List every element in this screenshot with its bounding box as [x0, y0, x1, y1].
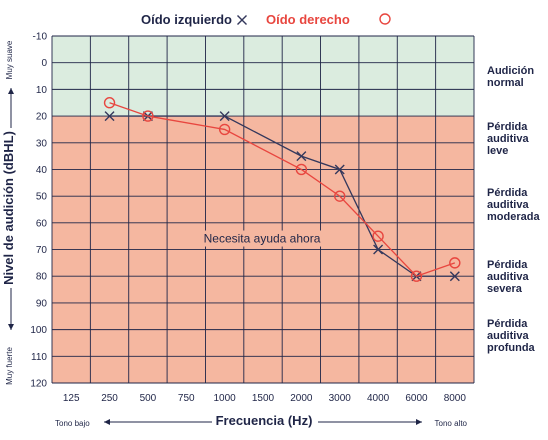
- category-2-line-1: auditiva: [487, 199, 529, 211]
- series-1-point-7: [449, 257, 461, 269]
- y-tick-label-9: 80: [36, 272, 48, 283]
- y-axis-title: Nivel de audición (dBHL): [1, 131, 16, 285]
- category-1-line-1: auditiva: [487, 133, 529, 145]
- y-tick-label-3: 20: [36, 112, 48, 123]
- category-4-line-1: auditiva: [487, 330, 529, 342]
- category-1-line-2: leve: [487, 145, 508, 157]
- legend-circle-marker-icon: [379, 13, 391, 25]
- x-marker-stroke: [334, 164, 345, 175]
- series-0-point-5: [373, 244, 384, 255]
- x-tick-label-6: 2000: [290, 393, 313, 404]
- category-0-line-0: Audición: [487, 65, 534, 77]
- zone-band-0: [52, 36, 474, 117]
- x-marker-stroke: [296, 151, 307, 162]
- x-arrow-right-head: [416, 419, 422, 425]
- y-bottom-label: Muy fuerte: [5, 347, 14, 385]
- x-tick-label-5: 1500: [252, 393, 275, 404]
- series-0-point-4: [334, 164, 345, 175]
- annotation-bg: [196, 230, 328, 247]
- y-tick-label-11: 100: [30, 325, 47, 336]
- x-tick-label-10: 8000: [444, 393, 467, 404]
- x-tick-label-4: 1000: [214, 393, 237, 404]
- annotation-text: Necesita ayuda ahora: [204, 232, 321, 246]
- series-1-point-6: [410, 270, 423, 282]
- category-4-line-2: profunda: [487, 342, 536, 354]
- y-tick-label-7: 60: [36, 218, 48, 229]
- series-line-1: [109, 102, 456, 277]
- y-tick-labels: -10 0 10 20 30 40 50 60 70 80 90 100 110 120: [30, 32, 47, 390]
- y-tick-label-8: 70: [36, 245, 48, 256]
- annotation-layer: Necesita ayuda ahora: [196, 230, 328, 247]
- series-1-point-0: [103, 97, 116, 109]
- y-tick-label-2: 10: [36, 85, 48, 96]
- series-1-point-4: [334, 190, 346, 202]
- x-tick-label-7: 3000: [329, 393, 352, 404]
- x-tick-label-1: 250: [101, 393, 118, 404]
- category-1-line-0: Pérdida: [487, 121, 528, 133]
- category-3-line-0: Pérdida: [487, 259, 528, 271]
- x-tick-label-3: 750: [178, 393, 195, 404]
- grid-layer: [51, 35, 475, 384]
- x-tick-label-2: 500: [140, 393, 157, 404]
- x-tick-label-8: 4000: [367, 393, 390, 404]
- series-0-point-3: [296, 151, 307, 162]
- x-arrow-left-head: [104, 419, 110, 425]
- series-1-point-2: [218, 123, 231, 136]
- y-tick-label-0: -10: [33, 32, 48, 43]
- x-tick-label-9: 6000: [405, 393, 428, 404]
- y-tick-label-10: 90: [36, 298, 48, 309]
- x-high-label: Tono alto: [435, 419, 468, 428]
- x-axis-title: Frecuencia (Hz): [216, 413, 313, 428]
- x-marker-stroke: [449, 271, 460, 282]
- y-tick-label-12: 110: [31, 352, 47, 363]
- category-2-line-2: moderada: [487, 211, 540, 223]
- y-tick-label-6: 50: [36, 192, 48, 203]
- axis-labels: Frecuencia (Hz) Tono bajo Tono alto Nivel d…: [1, 40, 468, 428]
- series-0-point-0: [104, 111, 115, 122]
- legend-left-ear-label: Oído izquierdo: [141, 12, 232, 27]
- category-4-line-0: Pérdida: [487, 318, 528, 330]
- y-top-label: Muy suave: [5, 40, 14, 79]
- zones-layer: [52, 36, 474, 384]
- legend-x-marker-icon: [237, 15, 247, 25]
- series-line-0: [109, 115, 455, 277]
- legend-right-ear-label: Oído derecho: [266, 12, 350, 27]
- series-layer: [103, 97, 461, 282]
- series-1-point-5: [372, 230, 384, 242]
- legend: Oído izquierdo Oído derecho: [141, 12, 391, 27]
- y-arrow-up-head: [8, 88, 14, 94]
- series-1-point-3: [295, 163, 308, 176]
- y-arrow-down-head: [8, 324, 14, 330]
- series-1-point-1: [142, 110, 154, 122]
- y-tick-label-1: 0: [41, 58, 47, 69]
- x-marker-stroke: [373, 244, 384, 255]
- hearing-categories: AudiciónnormalPérdidaauditivalevePérdida…: [487, 65, 540, 354]
- series-0-point-7: [449, 271, 460, 282]
- x-marker-stroke: [219, 111, 230, 122]
- y-tick-label-5: 40: [36, 165, 48, 176]
- y-tick-label-13: 120: [30, 379, 47, 390]
- category-3-line-1: auditiva: [487, 271, 529, 283]
- category-2-line-0: Pérdida: [487, 187, 528, 199]
- y-tick-label-4: 30: [36, 138, 48, 149]
- x-marker-stroke: [104, 111, 115, 122]
- category-3-line-2: severa: [487, 283, 523, 295]
- series-0-point-2: [219, 111, 230, 122]
- x-low-label: Tono bajo: [55, 419, 90, 428]
- x-tick-labels: 125 250 500 750 1000 1500 2000 3000 4000 6000 8000: [63, 393, 467, 404]
- x-tick-label-0: 125: [63, 393, 80, 404]
- category-0-line-1: normal: [487, 77, 524, 89]
